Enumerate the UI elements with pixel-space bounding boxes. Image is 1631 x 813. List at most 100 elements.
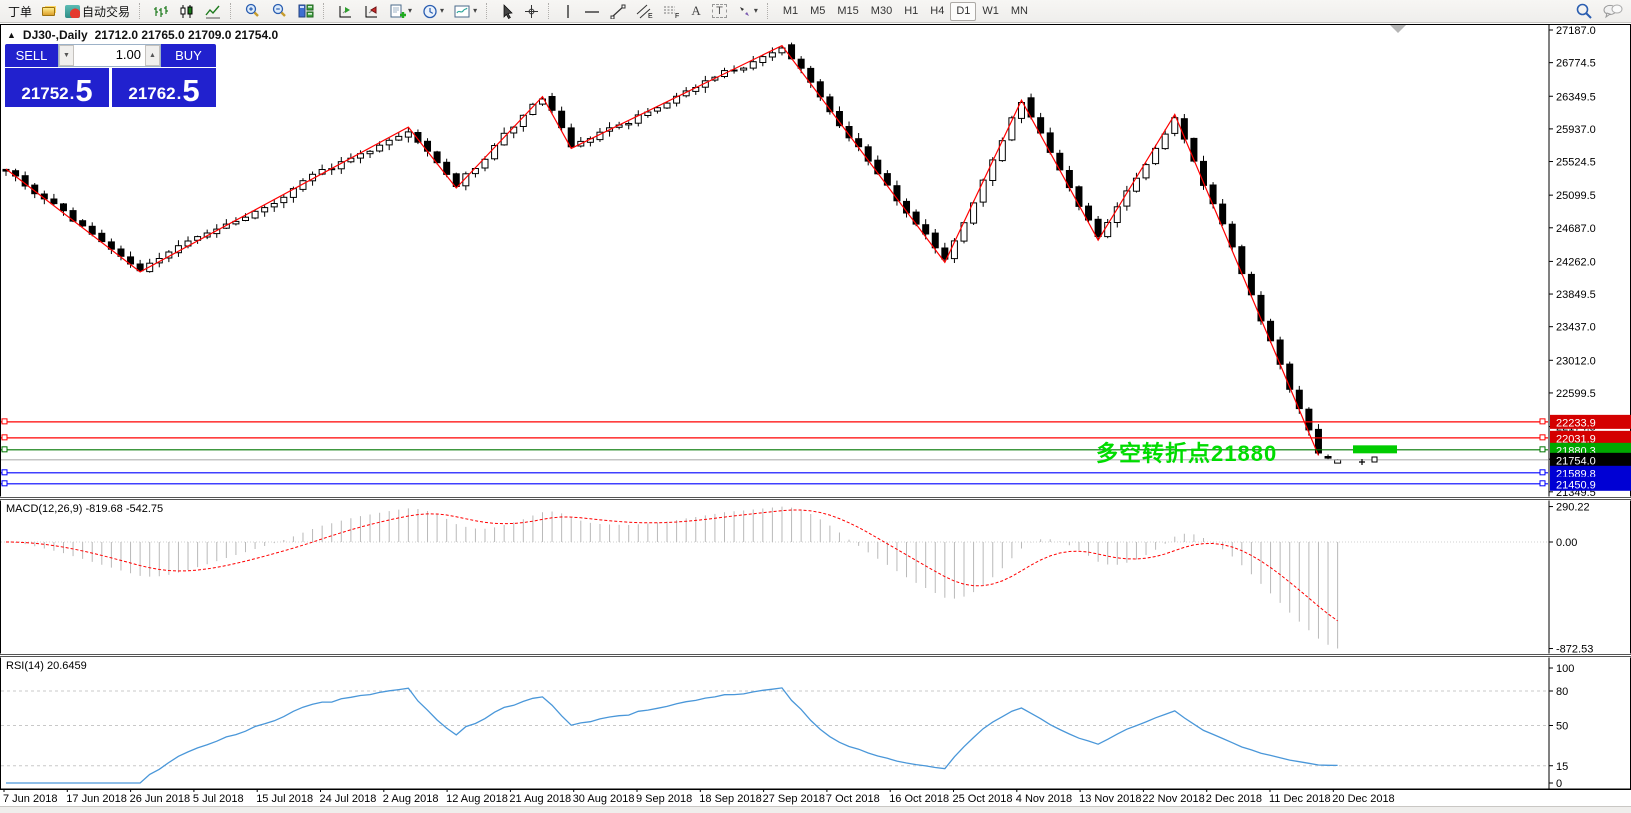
autotrading-button[interactable]: 自动交易 [61, 1, 134, 21]
rsi-axis-label: 50 [1556, 721, 1568, 733]
line-handle-right-22233.9[interactable] [1539, 418, 1546, 425]
clock-icon [423, 4, 437, 18]
dropdown-caret: ▾ [473, 6, 478, 15]
macd-signal-line [5, 509, 1338, 622]
tab-timeframe-M5[interactable]: M5 [810, 5, 826, 17]
date-axis-label: 4 Nov 2018 [1016, 793, 1072, 805]
timeframe-group: M1 M5 M15 M30 H1 H4 D1 W1 MN [777, 1, 1034, 21]
chart-background [0, 24, 1631, 789]
volume-increase-button[interactable]: ▲ [145, 45, 160, 66]
toolbar-separator [139, 3, 144, 19]
search-icon [1576, 3, 1592, 19]
price-axis-label: 24687.0 [1556, 223, 1596, 235]
tab-timeframe-M1[interactable]: M1 [782, 5, 799, 17]
zigzag-line [5, 44, 1320, 456]
indicator-window-remove-button[interactable] [359, 1, 383, 21]
macd-histogram [15, 506, 1339, 649]
price-flag-22233.9 [1550, 414, 1631, 429]
macd-indicator-label: MACD(12,26,9) -819.68 -542.75 [6, 503, 164, 515]
price-axis-label: 25099.5 [1556, 190, 1596, 202]
new-chart-button[interactable]: ▾ [385, 1, 416, 21]
line-handle-left-21589.8[interactable] [1, 469, 8, 476]
price-flag-21589.8 [1550, 465, 1631, 480]
zoom-in-icon [245, 3, 259, 17]
tab-timeframe-M30[interactable]: M30 [870, 5, 893, 17]
tab-timeframe-M15[interactable]: M15 [837, 5, 859, 17]
date-axis-label: 7 Oct 2018 [826, 793, 880, 805]
buy-button[interactable]: BUY [161, 44, 216, 67]
pivot-annotation-text[interactable]: 多空转折点21880 [1096, 441, 1278, 466]
date-axis-label: 16 Oct 2018 [889, 793, 949, 805]
indicator-window-add-button[interactable] [333, 1, 357, 21]
date-axis-label: 2 Aug 2018 [383, 793, 439, 805]
line-handle-left-22233.9[interactable] [1, 418, 8, 425]
line-chart-button[interactable] [201, 1, 225, 21]
text-tool-button[interactable]: A [686, 1, 706, 21]
sell-button[interactable]: SELL [5, 44, 58, 67]
fibonacci-button[interactable]: F [659, 1, 684, 21]
candlestick-chart-icon [180, 4, 193, 18]
crosshair-button[interactable] [520, 1, 543, 21]
horizontal-line-button[interactable] [580, 1, 604, 21]
dropdown-caret: ▾ [753, 6, 758, 15]
pane-splitter[interactable] [0, 496, 1631, 501]
volume-input[interactable]: 1.00 [115, 47, 141, 62]
template-button[interactable]: ▾ [450, 1, 481, 21]
sell-price-button[interactable]: 21752. 5 [5, 68, 109, 107]
line-handle-left-21880.3[interactable] [1, 446, 8, 453]
date-axis-label: 9 Sep 2018 [636, 793, 692, 805]
arrows-tool-button[interactable]: ▾ [733, 1, 762, 21]
zoom-out-icon [272, 3, 286, 17]
date-axis-label: 24 Jul 2018 [320, 793, 377, 805]
line-handle-left-21450.9[interactable] [1, 480, 8, 487]
price-axis-label: 25524.5 [1556, 157, 1596, 169]
date-axis-label: 15 Jul 2018 [256, 793, 313, 805]
tab-timeframe-H4[interactable]: H4 [930, 5, 945, 17]
trendline-button[interactable] [606, 1, 630, 21]
line-handle-right-21880.3[interactable] [1539, 446, 1546, 453]
svg-text:F: F [675, 13, 679, 19]
tab-timeframe-D1[interactable]: D1 [950, 1, 977, 21]
macd-axis-label: -872.53 [1556, 644, 1593, 656]
tab-timeframe-H1[interactable]: H1 [904, 5, 919, 17]
pivot-highlight-bar[interactable] [1353, 445, 1397, 454]
zoom-in-button[interactable] [240, 1, 265, 21]
date-axis-label: 17 Jun 2018 [66, 793, 127, 805]
date-axis-label: 7 Jun 2018 [3, 793, 57, 805]
date-axis-label: 22 Nov 2018 [1142, 793, 1204, 805]
rsi-axis-label: 80 [1556, 686, 1568, 698]
deposit-button[interactable] [38, 1, 59, 21]
chart-shift-marker-icon[interactable] [1390, 25, 1406, 33]
tab-timeframe-W1[interactable]: W1 [982, 5, 999, 17]
text-label-tool-button[interactable]: T [708, 1, 731, 21]
line-chart-icon [205, 5, 221, 18]
equidistant-channel-button[interactable]: E [632, 1, 657, 21]
volume-decrease-button[interactable]: ▼ [59, 45, 74, 66]
line-handle-right-21450.9[interactable] [1539, 480, 1546, 487]
cursor-button[interactable] [496, 1, 518, 21]
price-axis-label: 26774.5 [1556, 58, 1596, 70]
vertical-line-button[interactable] [558, 1, 578, 21]
zoom-out-button[interactable] [267, 1, 292, 21]
pane-splitter[interactable] [0, 653, 1631, 658]
rsi-axis-label: 15 [1556, 761, 1568, 773]
period-button[interactable]: ▾ [418, 1, 448, 21]
date-axis-label: 25 Oct 2018 [953, 793, 1013, 805]
one-click-trading-panel: SELL ▼ 1.00 ▲ BUY 21752. 5 21762. 5 [5, 44, 216, 107]
line-handle-right-22031.9[interactable] [1539, 434, 1546, 441]
line-handle-right-21589.8[interactable] [1539, 469, 1546, 476]
line-handle-left-22031.9[interactable] [1, 434, 8, 441]
tab-timeframe-MN[interactable]: MN [1010, 5, 1028, 17]
candlestick-chart-button[interactable] [175, 1, 199, 21]
buy-price-button[interactable]: 21762. 5 [112, 68, 216, 107]
bar-chart-button[interactable] [149, 1, 173, 21]
autotrading-icon [65, 4, 81, 18]
chat-button[interactable] [1599, 1, 1627, 21]
search-button[interactable] [1571, 1, 1597, 21]
orders-button[interactable]: 丁单 [8, 4, 33, 19]
rsi-indicator-label: RSI(14) 20.6459 [6, 660, 87, 672]
collapse-panel-icon[interactable]: ▲ [7, 30, 16, 40]
tile-windows-button[interactable] [294, 1, 318, 21]
